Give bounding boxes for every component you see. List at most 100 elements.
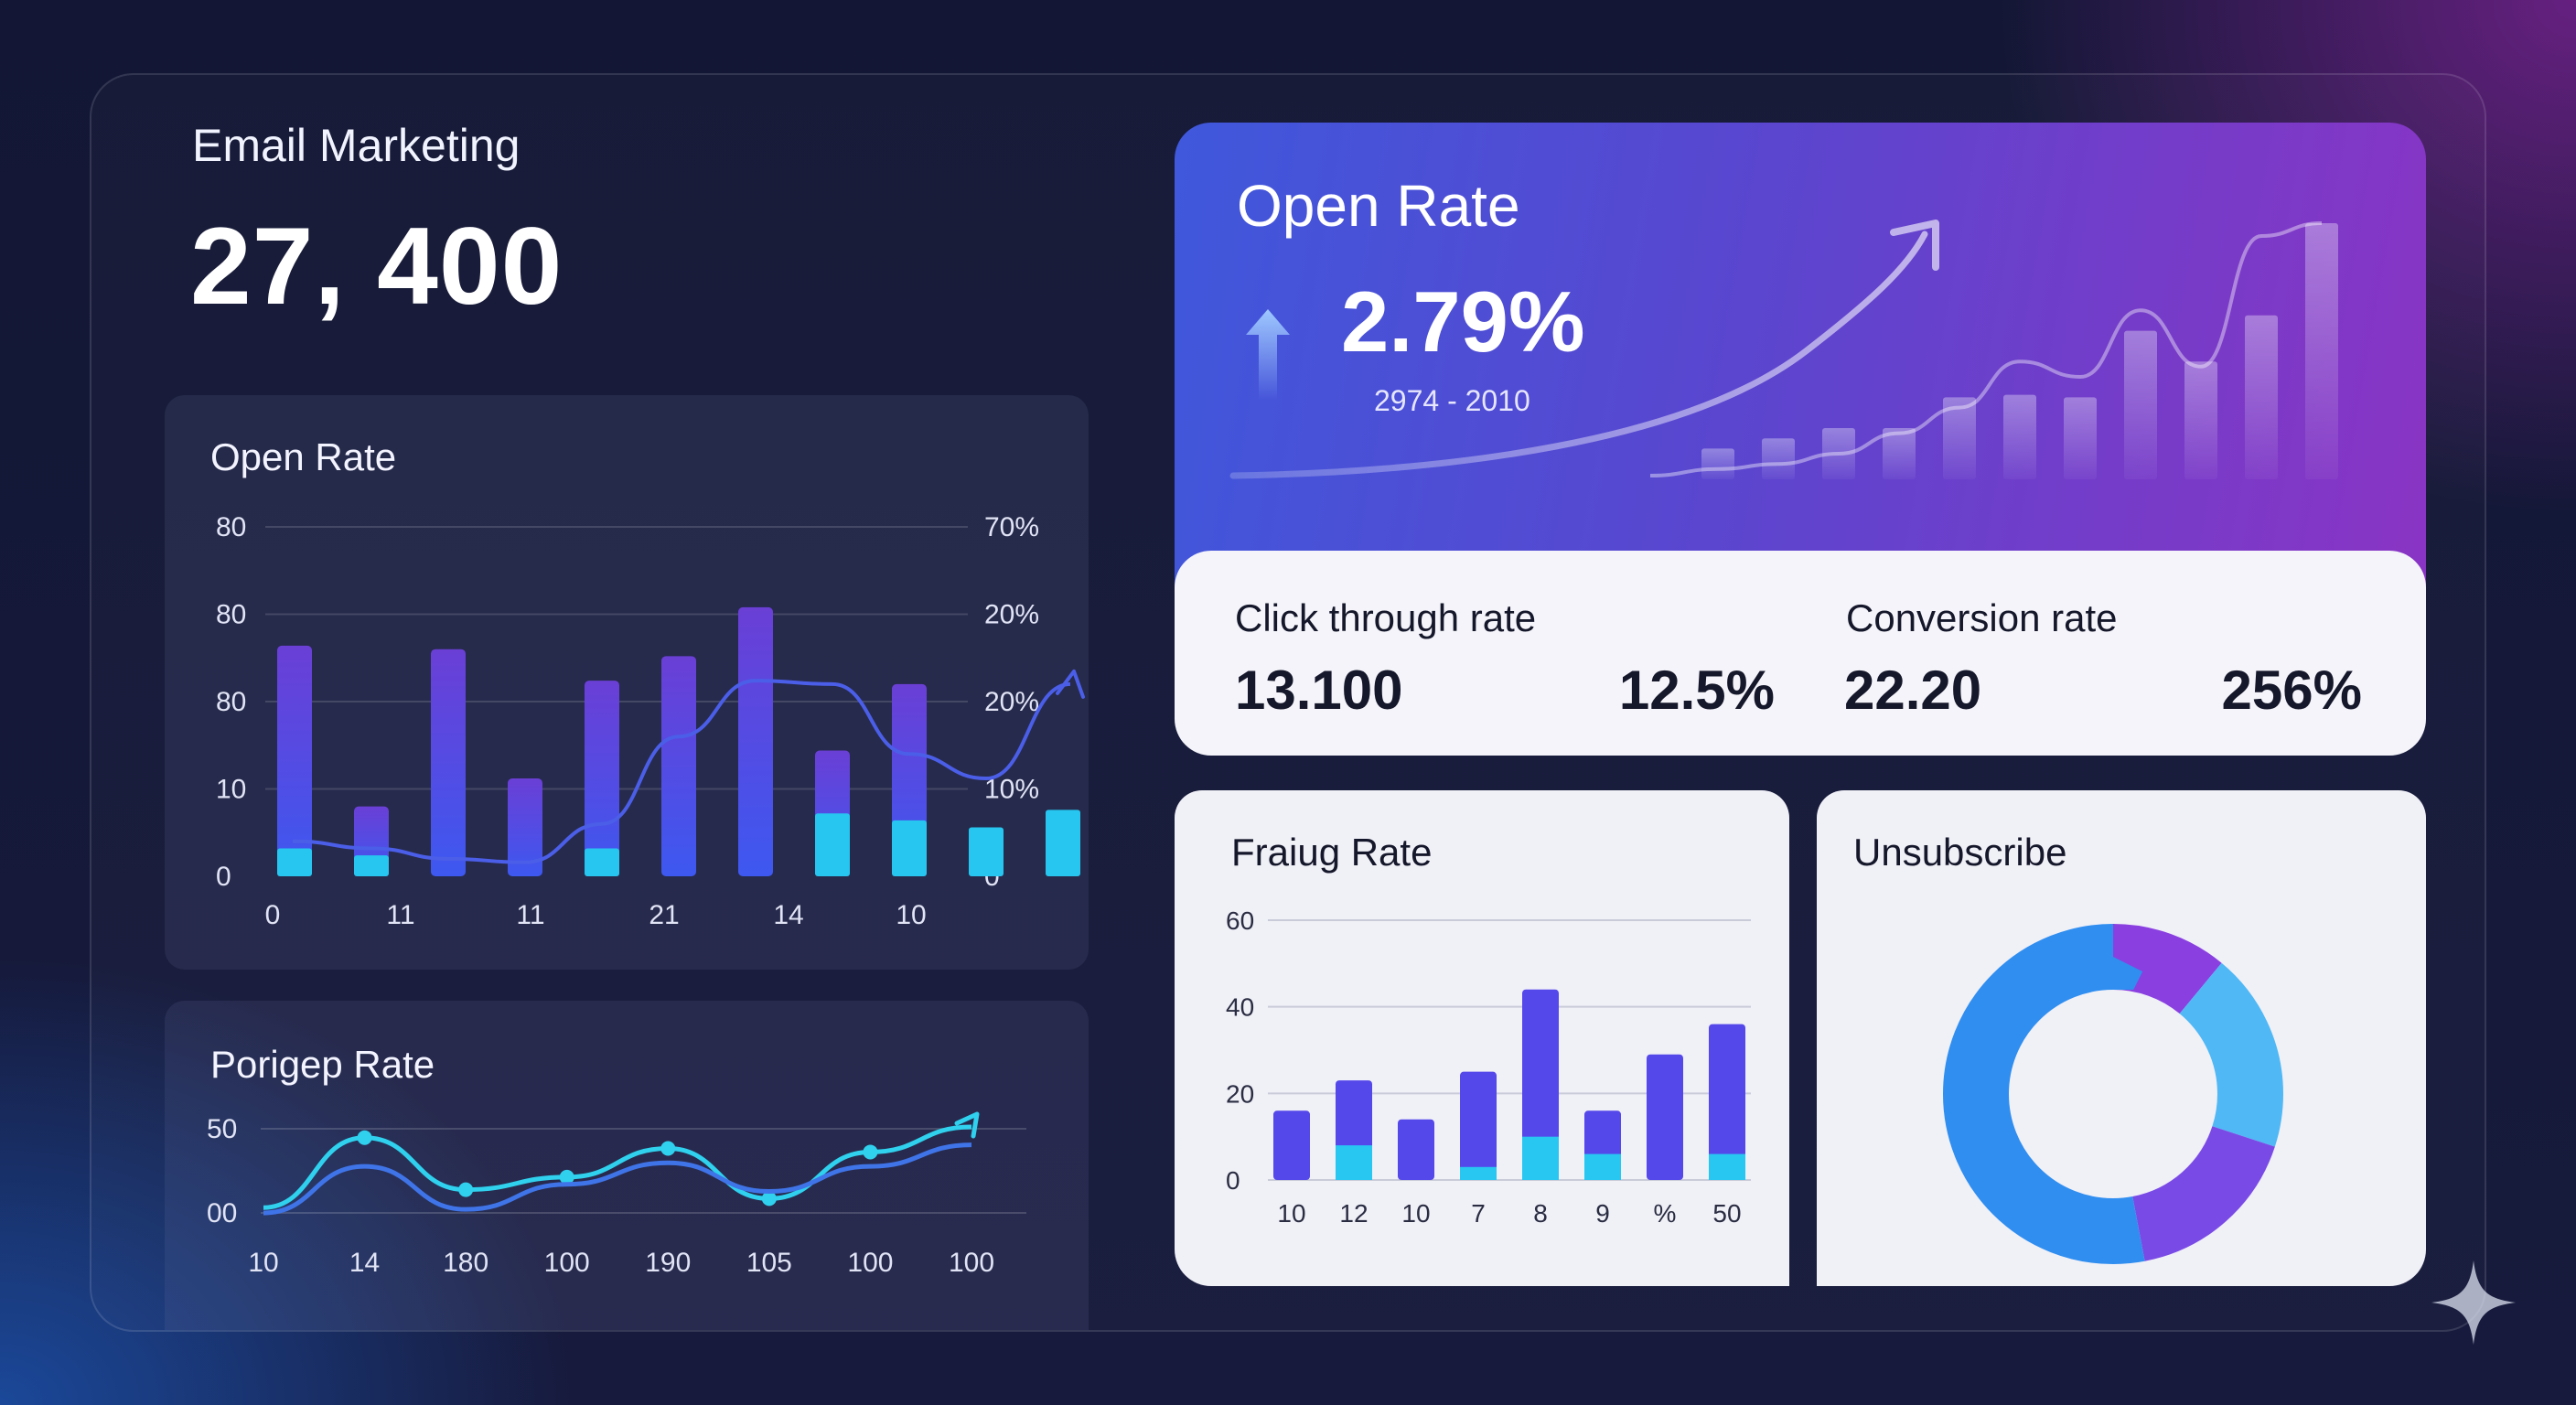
- conversion-value: 22.20: [1844, 660, 1982, 721]
- fraud-rate-card: Fraiug Rate: [1175, 790, 1789, 1286]
- hero-bar: [2184, 361, 2217, 479]
- bar-secondary: [969, 827, 1004, 876]
- bar-primary: [277, 645, 312, 876]
- x-tick-label: 100: [949, 1248, 994, 1278]
- click-through-percent: 12.5%: [1618, 660, 1775, 721]
- fraud-bar-highlight: [1522, 1136, 1559, 1180]
- y-tick-label-right: 10%: [984, 775, 1039, 805]
- y-tick-label-right: 20%: [984, 600, 1039, 630]
- y-tick-label-left: 80: [216, 687, 246, 717]
- x-tick-label: 9: [1595, 1199, 1610, 1228]
- line-point: [660, 1141, 676, 1156]
- bar-primary: [431, 649, 466, 876]
- x-tick-label: 50: [1712, 1199, 1741, 1228]
- line-point: [761, 1191, 777, 1207]
- donut-slice-blue: [1943, 924, 2283, 1264]
- line-point: [863, 1144, 878, 1160]
- y-tick-label-left: 10: [216, 775, 246, 805]
- dashboard-frame: [90, 73, 2486, 1332]
- hero-bar: [2245, 315, 2278, 479]
- hero-bar: [2305, 223, 2338, 479]
- sparkle-icon: [2431, 1260, 2516, 1345]
- line-arrow-head: [954, 1111, 980, 1139]
- bar-secondary: [585, 848, 619, 876]
- line-point: [357, 1130, 372, 1145]
- hero-range: 2974 - 2010: [1374, 384, 1530, 417]
- x-tick-label: 10: [248, 1248, 278, 1278]
- bar-primary: [508, 778, 542, 876]
- line-point: [458, 1182, 474, 1197]
- hero-trend-line: [1649, 221, 2323, 477]
- y-tick-label-left: 80: [216, 600, 246, 630]
- hero-bar: [2064, 397, 2097, 479]
- line-point: [559, 1169, 574, 1185]
- fraud-bar: [1709, 1024, 1745, 1180]
- unsubscribe-title: Unsubscribe: [1853, 831, 2067, 874]
- x-tick-label: 8: [1533, 1199, 1548, 1228]
- y-tick-label: 00: [207, 1198, 237, 1228]
- bar-secondary: [892, 820, 927, 876]
- x-tick-label: 21: [649, 900, 679, 930]
- conversion-label: Conversion rate: [1846, 596, 2118, 639]
- x-tick-label: 10: [896, 900, 926, 930]
- bar-secondary: [1046, 810, 1080, 876]
- trend-arrow-head: [1056, 669, 1085, 699]
- total-count: 27, 400: [190, 205, 564, 327]
- y-tick-label-right: 20%: [984, 687, 1039, 717]
- fraud-bar: [1460, 1071, 1497, 1180]
- y-tick-label: 0: [1226, 1166, 1240, 1195]
- hero-bar: [1762, 438, 1795, 479]
- bar-secondary: [354, 855, 389, 876]
- x-tick-label: 14: [773, 900, 803, 930]
- fraud-bar: [1647, 1054, 1683, 1180]
- click-through-label: Click through rate: [1235, 596, 1537, 639]
- hero-bar: [2003, 394, 2036, 479]
- fraud-bar-highlight: [1336, 1145, 1372, 1180]
- hero-bar: [1822, 428, 1855, 479]
- x-tick-label: 11: [516, 900, 544, 930]
- page-title: Email Marketing: [192, 120, 521, 171]
- hero-bar: [1943, 397, 1976, 479]
- kpi-card: Click through rate 13.100 12.5% Conversi…: [1175, 551, 2426, 756]
- hero-growth-arrow-head: [1890, 220, 1939, 271]
- hero-growth-arrow: [1229, 231, 1928, 479]
- x-tick-label: 11: [386, 900, 414, 930]
- x-tick-label: 14: [349, 1248, 380, 1278]
- x-tick-label: 12: [1339, 1199, 1368, 1228]
- line-series-b: [263, 1142, 972, 1216]
- donut-slice-light-blue: [1943, 924, 2283, 1264]
- fraud-bar-highlight: [1460, 1166, 1497, 1180]
- open-rate-hero-card: Open Rate 2.79% 2974 - 2010: [1175, 123, 2426, 598]
- hero-title: Open Rate: [1237, 173, 1520, 239]
- y-tick-label: 50: [207, 1114, 237, 1144]
- hero-chart: [1229, 220, 2338, 479]
- fraud-bar: [1398, 1119, 1434, 1180]
- x-tick-label: %: [1654, 1199, 1677, 1228]
- x-tick-label: 10: [1277, 1199, 1305, 1228]
- arrow-up-icon: [1246, 309, 1290, 401]
- bar-primary: [661, 656, 696, 876]
- y-tick-label: 60: [1226, 906, 1254, 935]
- hero-value: 2.79%: [1341, 273, 1585, 370]
- y-tick-label-right: 70%: [984, 512, 1039, 542]
- open-rate-title: Open Rate: [210, 435, 397, 478]
- fraud-bar: [1273, 1110, 1310, 1180]
- x-tick-label: 10: [1401, 1199, 1430, 1228]
- x-tick-label: 190: [645, 1248, 691, 1278]
- bar-primary: [738, 606, 773, 876]
- hero-bar: [1883, 428, 1916, 479]
- porigep-rate-title: Porigep Rate: [210, 1043, 435, 1086]
- bar-secondary: [815, 813, 850, 876]
- fraud-bar: [1522, 989, 1559, 1180]
- x-tick-label: 100: [544, 1248, 590, 1278]
- hero-bar: [1701, 448, 1734, 479]
- trend-line: [292, 679, 1071, 864]
- fraud-rate-title: Fraiug Rate: [1231, 831, 1433, 874]
- conversion-percent: 256%: [2221, 660, 2362, 721]
- bar-primary: [585, 681, 619, 876]
- y-tick-label: 20: [1226, 1079, 1254, 1108]
- x-tick-label: 105: [746, 1248, 792, 1278]
